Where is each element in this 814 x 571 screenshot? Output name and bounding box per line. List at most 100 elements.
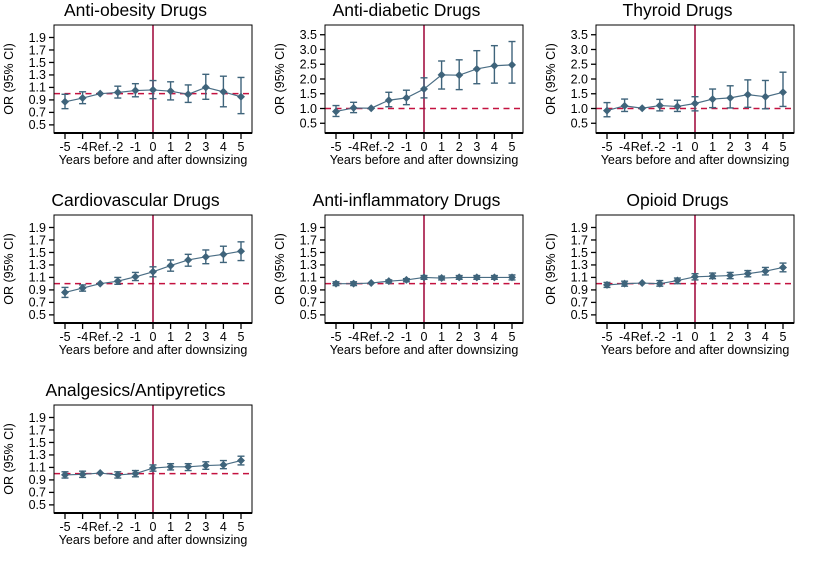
svg-text:4: 4 (762, 140, 769, 154)
chart-title: Cardiovascular Drugs (51, 190, 220, 210)
svg-text:Ref.: Ref. (89, 140, 112, 154)
svg-text:1.7: 1.7 (300, 233, 317, 247)
svg-text:-1: -1 (130, 140, 141, 154)
svg-text:4: 4 (762, 330, 769, 344)
chart-panel-analgesics-antipyretics: Analgesics/Antipyretics 0.5 0.7 0.9 1.1 1.3 1… (0, 380, 271, 570)
svg-text:1: 1 (167, 140, 174, 154)
svg-text:OR (95% CI): OR (95% CI) (2, 423, 16, 495)
svg-text:1.0: 1.0 (300, 102, 317, 116)
chart-canvas: 0.50.70.91.11.31.51.71.9 -5 -4 Ref. -2 -1 0 1 2 3… (2, 214, 253, 357)
svg-text:-2: -2 (112, 520, 123, 534)
svg-text:1.7: 1.7 (29, 43, 46, 57)
svg-text:0.7: 0.7 (29, 296, 46, 310)
svg-text:0.9: 0.9 (300, 283, 317, 297)
svg-text:5: 5 (238, 140, 245, 154)
svg-text:2: 2 (456, 140, 463, 154)
svg-text:5: 5 (238, 330, 245, 344)
svg-text:4: 4 (220, 520, 227, 534)
svg-text:1.9: 1.9 (29, 411, 46, 425)
chart-title: Analgesics/Antipyretics (45, 380, 226, 400)
svg-text:Years before and after downsiz: Years before and after downsizing (330, 343, 519, 357)
svg-text:Years before and after downsiz: Years before and after downsizing (601, 343, 790, 357)
svg-text:OR (95% CI): OR (95% CI) (273, 43, 287, 115)
svg-text:1: 1 (709, 140, 716, 154)
svg-text:0.7: 0.7 (29, 106, 46, 120)
svg-text:1.3: 1.3 (29, 448, 46, 462)
svg-text:0.5: 0.5 (571, 308, 588, 322)
svg-text:0: 0 (421, 140, 428, 154)
svg-text:Years before and after downsiz: Years before and after downsizing (330, 153, 519, 167)
svg-text:1.9: 1.9 (300, 221, 317, 235)
svg-text:1.9: 1.9 (29, 221, 46, 235)
svg-text:0.5: 0.5 (300, 117, 317, 131)
chart-title: Anti-inflammatory Drugs (312, 190, 501, 210)
svg-text:2: 2 (456, 330, 463, 344)
svg-text:OR (95% CI): OR (95% CI) (544, 233, 558, 305)
svg-text:OR (95% CI): OR (95% CI) (2, 43, 16, 115)
svg-text:0: 0 (150, 330, 157, 344)
chart-panel-thyroid-drugs: Thyroid Drugs 0.5 1.0 1.5 2.0 2.5 3.0 3.5 -5 -4 R… (542, 0, 813, 190)
svg-text:-1: -1 (130, 330, 141, 344)
svg-text:3: 3 (202, 330, 209, 344)
svg-text:OR (95% CI): OR (95% CI) (273, 233, 287, 305)
svg-text:2.5: 2.5 (300, 58, 317, 72)
svg-text:Ref.: Ref. (631, 140, 654, 154)
svg-text:4: 4 (220, 140, 227, 154)
svg-text:0.5: 0.5 (300, 308, 317, 322)
svg-text:0: 0 (692, 330, 699, 344)
svg-text:-2: -2 (112, 330, 123, 344)
svg-text:4: 4 (491, 330, 498, 344)
svg-text:Years before and after downsiz: Years before and after downsizing (59, 153, 248, 167)
svg-text:-2: -2 (654, 140, 665, 154)
svg-text:OR (95% CI): OR (95% CI) (544, 43, 558, 115)
svg-text:2.5: 2.5 (571, 58, 588, 72)
svg-text:-1: -1 (401, 140, 412, 154)
svg-text:1.7: 1.7 (29, 423, 46, 437)
svg-text:1.5: 1.5 (571, 87, 588, 101)
svg-text:3: 3 (202, 520, 209, 534)
chart-title: Thyroid Drugs (622, 0, 733, 20)
svg-text:2: 2 (727, 140, 734, 154)
svg-text:0.9: 0.9 (29, 283, 46, 297)
svg-text:-2: -2 (112, 140, 123, 154)
svg-text:Years before and after downsiz: Years before and after downsizing (59, 343, 248, 357)
svg-text:1.1: 1.1 (29, 271, 46, 285)
chart-canvas: 0.51.01.52.02.53.03.5 -5 -4 Ref. -2 -1 0 1 2 3 4 5 O… (273, 24, 524, 167)
svg-text:0.7: 0.7 (571, 296, 588, 310)
svg-text:0: 0 (150, 520, 157, 534)
svg-text:2: 2 (727, 330, 734, 344)
svg-text:2.0: 2.0 (571, 72, 588, 86)
svg-text:1.3: 1.3 (300, 258, 317, 272)
svg-text:1.1: 1.1 (29, 461, 46, 475)
svg-text:1.5: 1.5 (300, 87, 317, 101)
svg-text:4: 4 (220, 330, 227, 344)
svg-text:1: 1 (709, 330, 716, 344)
chart-panel-anti-diabetic-drugs: Anti-diabetic Drugs 0.5 1.0 1.5 2.0 2.5 3.0 3.… (271, 0, 542, 190)
svg-text:5: 5 (509, 140, 516, 154)
svg-text:Years before and after downsiz: Years before and after downsizing (601, 153, 790, 167)
svg-text:1.7: 1.7 (29, 233, 46, 247)
svg-text:2: 2 (185, 140, 192, 154)
svg-text:-2: -2 (654, 330, 665, 344)
svg-text:-5: -5 (330, 140, 341, 154)
svg-text:1.1: 1.1 (300, 271, 317, 285)
svg-text:-4: -4 (348, 140, 359, 154)
svg-text:1.9: 1.9 (571, 221, 588, 235)
svg-text:-5: -5 (601, 330, 612, 344)
svg-text:1.5: 1.5 (29, 56, 46, 70)
svg-text:3: 3 (473, 330, 480, 344)
chart-panel-anti-obesity-drugs: Anti-obesity Drugs 0.5 0.7 0.9 1.1 1.3 1.5 1.7… (0, 0, 271, 190)
chart-panel-opioid-drugs: Opioid Drugs 0.5 0.7 0.9 1.1 1.3 1.5 1.7 1.9 -5-… (542, 190, 813, 380)
svg-text:-2: -2 (383, 330, 394, 344)
svg-text:4: 4 (491, 140, 498, 154)
svg-text:-1: -1 (672, 330, 683, 344)
svg-text:-4: -4 (77, 140, 88, 154)
svg-text:1.1: 1.1 (29, 81, 46, 95)
svg-text:5: 5 (509, 330, 516, 344)
svg-text:1: 1 (167, 330, 174, 344)
svg-text:1.1: 1.1 (571, 271, 588, 285)
svg-text:1: 1 (167, 520, 174, 534)
svg-text:3.0: 3.0 (571, 43, 588, 57)
svg-text:3.5: 3.5 (300, 28, 317, 42)
